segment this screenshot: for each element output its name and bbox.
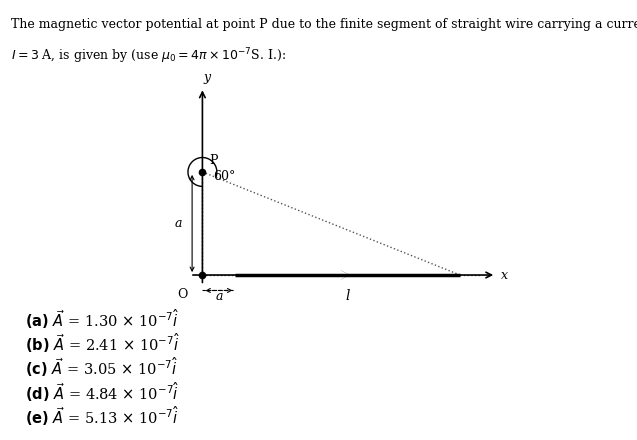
Text: $\mathbf{(d)}$ $\vec{A}$ = 4.84 $\times$ 10$^{-7}$$\hat{i}$: $\mathbf{(d)}$ $\vec{A}$ = 4.84 $\times$…	[25, 380, 180, 403]
Text: O: O	[178, 288, 188, 301]
Text: 60°: 60°	[213, 170, 235, 183]
Text: $\mathbf{(c)}$ $\vec{A}$ = 3.05 $\times$ 10$^{-7}$$\hat{i}$: $\mathbf{(c)}$ $\vec{A}$ = 3.05 $\times$…	[25, 356, 179, 379]
Text: y: y	[203, 71, 210, 84]
Text: $I = 3$ A, is given by (use $\mu_0 = 4\pi \times 10^{-7}$S. I.):: $I = 3$ A, is given by (use $\mu_0 = 4\p…	[11, 46, 287, 66]
Text: l: l	[345, 289, 350, 303]
Text: a: a	[215, 290, 223, 303]
Text: x: x	[501, 268, 508, 282]
Text: P: P	[210, 154, 218, 167]
Text: $\mathbf{(b)}$ $\vec{A}$ = 2.41 $\times$ 10$^{-7}$$\hat{i}$: $\mathbf{(b)}$ $\vec{A}$ = 2.41 $\times$…	[25, 331, 180, 355]
Text: $\mathbf{(a)}$ $\vec{A}$ = 1.30 $\times$ 10$^{-7}$$\hat{i}$: $\mathbf{(a)}$ $\vec{A}$ = 1.30 $\times$…	[25, 307, 180, 331]
Text: a: a	[175, 217, 182, 230]
Text: $\mathbf{(e)}$ $\vec{A}$ = 5.13 $\times$ 10$^{-7}$$\hat{i}$: $\mathbf{(e)}$ $\vec{A}$ = 5.13 $\times$…	[25, 404, 180, 428]
Text: The magnetic vector potential at point P due to the finite segment of straight w: The magnetic vector potential at point P…	[11, 18, 637, 32]
